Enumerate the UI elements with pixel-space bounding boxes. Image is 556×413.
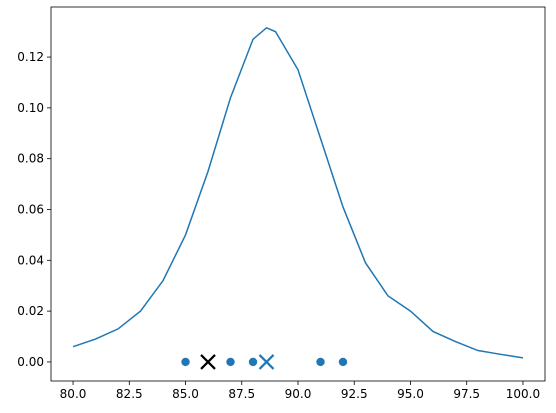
x-tick-label: 90.0	[285, 387, 312, 401]
point	[316, 357, 325, 367]
x-tick-label: 92.5	[341, 387, 368, 401]
axes-frame	[50, 6, 546, 382]
point	[338, 357, 348, 367]
x-tick-label: 85.0	[172, 387, 199, 401]
x-tick-label: 100.0	[506, 387, 540, 401]
y-tick-label: 0.08	[17, 152, 44, 166]
point	[226, 357, 235, 367]
y-tick-label: 0.04	[17, 253, 44, 267]
x-marker	[258, 354, 275, 370]
x-tick-label: 97.5	[453, 387, 480, 401]
point	[248, 357, 258, 367]
y-tick-label: 0.10	[17, 101, 44, 115]
x-tick-label: 82.5	[116, 387, 143, 401]
x-tick-label: 80.0	[60, 387, 87, 401]
y-tick-label: 0.02	[17, 304, 44, 318]
y-tick-label: 0.12	[17, 50, 44, 64]
x-tick-label: 87.5	[228, 387, 255, 401]
x-marker	[200, 354, 216, 370]
y-tick-label: 0.06	[17, 202, 44, 216]
y-tick-label: 0.00	[17, 355, 44, 369]
x-tick-label: 95.0	[397, 387, 424, 401]
point	[181, 357, 190, 367]
line	[72, 26, 524, 359]
